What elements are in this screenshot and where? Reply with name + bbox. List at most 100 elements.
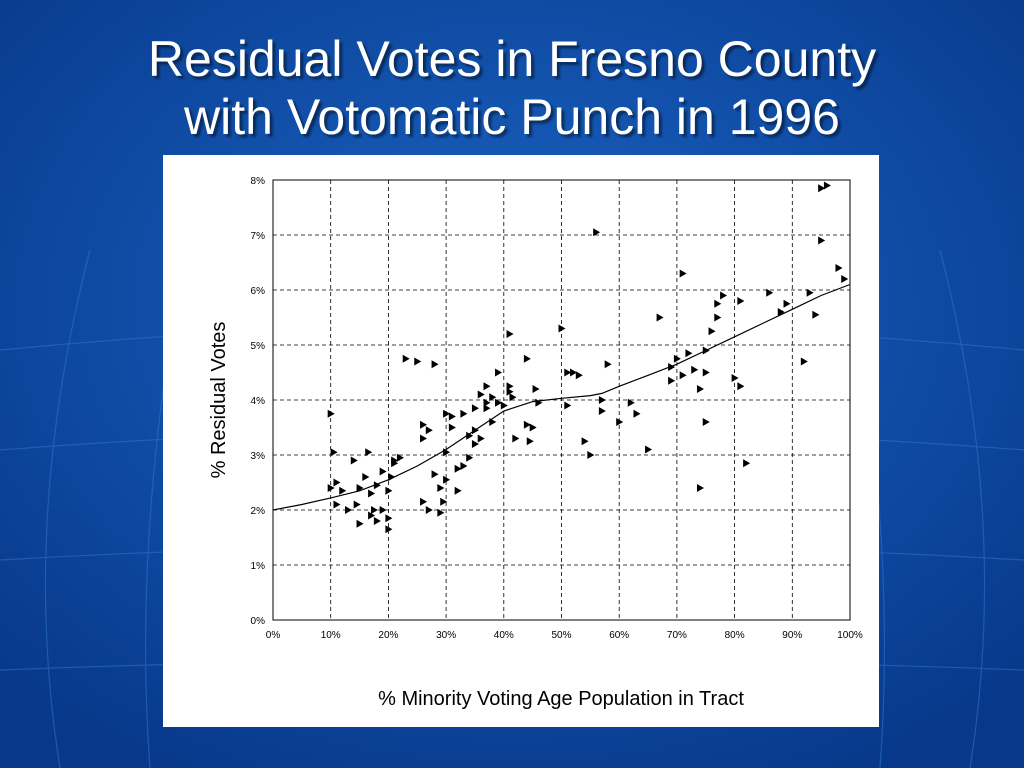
y-tick-label: 1% [251,561,266,572]
data-point [598,396,606,404]
data-point [431,470,439,479]
data-point [431,360,439,369]
data-point [668,376,676,385]
x-tick-label: 90% [782,630,802,641]
data-point [702,418,710,426]
data-point [512,434,520,443]
data-point [362,473,370,481]
data-point [440,497,448,506]
data-point [460,409,468,418]
data-point [506,387,514,396]
data-point [495,368,503,377]
data-point [523,420,531,429]
data-point [702,346,710,355]
data-point [714,299,722,308]
data-point [333,478,341,487]
y-tick-label: 8% [251,176,266,187]
y-tick-label: 7% [251,231,266,242]
data-point [443,448,451,457]
data-point [645,445,653,454]
data-point [425,426,433,435]
data-point [737,382,745,391]
data-point [477,434,485,443]
grid-lines [273,180,850,620]
data-point [766,288,774,297]
data-point [368,511,376,520]
data-point [454,464,462,473]
x-tick-label: 30% [436,630,456,641]
data-point [696,385,704,393]
data-point [471,440,479,448]
data-point [425,506,433,514]
data-point [454,486,462,495]
data-point [443,475,451,484]
slide-title: Residual Votes in Fresno County with Vot… [0,30,1024,146]
data-point [460,462,468,470]
data-point [471,426,479,435]
data-point [420,434,428,443]
data-point [420,497,428,506]
data-point [783,299,791,308]
x-tick-label: 0% [266,630,281,641]
x-tick-label: 70% [667,630,687,641]
y-tick-label: 6% [251,286,266,297]
data-point [339,486,347,495]
data-point [391,459,399,468]
data-point [466,431,474,440]
data-point [806,288,814,297]
data-point [532,385,540,393]
data-point [823,181,831,190]
data-point [333,500,341,509]
data-point [509,393,517,402]
data-point [477,390,485,399]
data-point [575,371,583,380]
data-point [743,459,751,468]
data-point [402,354,410,363]
data-point [800,357,808,366]
data-point [506,382,514,391]
y-axis-title: % Residual Votes [208,322,230,479]
data-point [691,365,699,374]
data-point [379,506,387,514]
data-point [471,404,479,413]
data-point [356,484,364,492]
x-tick-label: 20% [378,630,398,641]
data-point [633,409,641,418]
data-point [835,264,843,272]
y-tick-label: 0% [251,616,266,627]
data-point [500,401,508,410]
data-point [737,297,745,305]
data-point [668,363,676,371]
data-point [627,398,635,407]
data-point [373,517,381,525]
data-point [368,489,376,498]
data-point [581,437,589,446]
data-point [495,398,503,407]
data-point [327,484,335,492]
x-tick-label: 50% [551,630,571,641]
x-tick-label: 80% [725,630,745,641]
data-point [385,486,393,495]
data-point [535,398,543,407]
data-point [489,418,497,426]
data-point [558,324,566,333]
data-point [714,313,722,322]
y-tick-label: 5% [251,341,266,352]
x-tick-label: 40% [494,630,514,641]
y-tick-label: 3% [251,451,266,462]
data-point [396,453,404,462]
data-point [350,456,358,465]
data-point [506,330,514,338]
data-point [365,448,373,457]
data-point [414,357,422,366]
slide-title-line-1: Residual Votes in Fresno County [147,31,877,87]
data-points [327,181,849,534]
data-point [523,354,531,363]
scatter-chart: 0% 1% 2% 3% 4% 5% 6% 7% 8% 0% 10% 20% 30% 40% 50% 60% 7… [208,176,863,710]
data-point [679,269,687,278]
y-tick-label: 4% [251,396,266,407]
data-point [385,525,393,534]
y-tick-label: 2% [251,506,266,517]
data-point [587,451,595,459]
data-point [818,184,826,193]
